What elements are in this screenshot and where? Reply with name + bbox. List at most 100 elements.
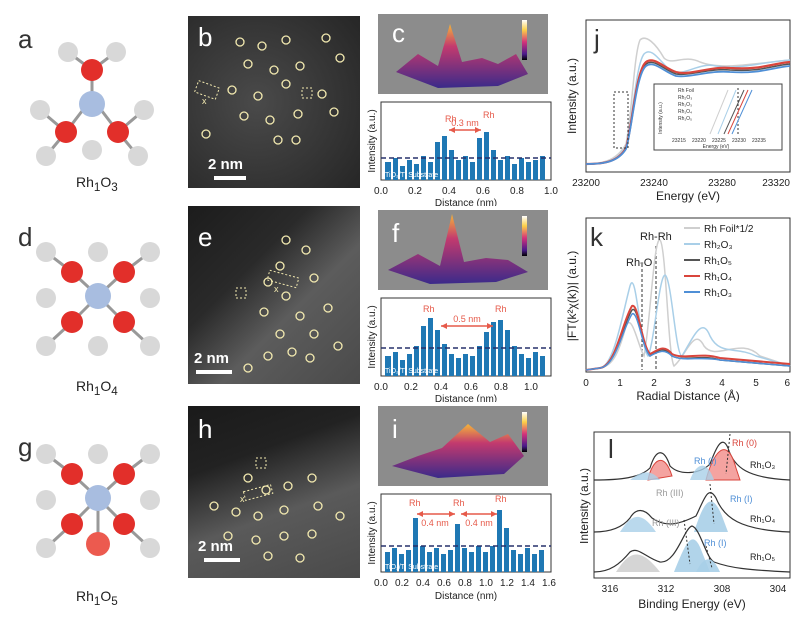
- formula-rh1o3: Rh1O3: [76, 174, 118, 194]
- scale-bar-label-e: 2 nm: [194, 350, 230, 367]
- xanes-inset: [653, 83, 783, 151]
- svg-text:23225: 23225: [712, 138, 726, 144]
- svg-text:Rh (III): Rh (III): [652, 518, 680, 528]
- svg-text:23220: 23220: [692, 138, 706, 144]
- panel-letter-j: j: [594, 24, 600, 54]
- panel-letter-k: k: [590, 222, 603, 252]
- svg-text:6: 6: [784, 378, 790, 389]
- svg-text:x: x: [274, 284, 279, 294]
- svg-text:0.3 nm: 0.3 nm: [451, 118, 479, 128]
- svg-text:0.5 nm: 0.5 nm: [453, 314, 481, 324]
- panel-letter-e: e: [198, 222, 213, 252]
- svg-text:Rh: Rh: [495, 494, 507, 504]
- panel-letter-b: b: [198, 22, 213, 52]
- row-label-rh1o4: Rh₁O₄: [750, 514, 776, 524]
- svg-text:TiO₂/Ti Substrate: TiO₂/Ti Substrate: [385, 368, 438, 375]
- svg-text:0.0: 0.0: [374, 578, 388, 589]
- svg-text:23215: 23215: [672, 138, 686, 144]
- svg-text:Rh₁O₄: Rh₁O₄: [704, 272, 732, 283]
- svg-text:0.4 nm: 0.4 nm: [421, 518, 449, 528]
- svg-text:0.4: 0.4: [434, 382, 448, 393]
- svg-text:Rh: Rh: [495, 304, 507, 314]
- svg-text:Rh (0): Rh (0): [732, 438, 757, 448]
- svg-text:Rh₁O₅: Rh₁O₅: [704, 256, 732, 267]
- row-label-rh1o5: Rh₁O₅: [750, 552, 776, 562]
- haadf-stem-image-h: [188, 406, 360, 578]
- panel-letter-l: l: [608, 434, 614, 464]
- annotation-rh-o: Rh-O: [626, 257, 653, 269]
- svg-text:1.6: 1.6: [542, 578, 556, 589]
- panel-letter-c: c: [392, 18, 405, 48]
- panel-letter-a: a: [18, 24, 33, 54]
- series-rh2o3-k: [585, 274, 791, 371]
- haadf-stem-image-e: [188, 206, 360, 384]
- svg-text:Energy (eV): Energy (eV): [656, 189, 720, 203]
- svg-text:Rh: Rh: [483, 110, 495, 120]
- legend-k: Rh Foil*1/2 Rh₂O₃ Rh₁O₅ Rh₁O₄ Rh₁O₃: [684, 224, 754, 299]
- svg-text:1.4: 1.4: [521, 578, 535, 589]
- line-profile-i: 0.0 0.2 0.4 0.6 0.8 1.0 1.2 1.4 1.6 Dist…: [367, 493, 556, 602]
- svg-text:Rh₁O₃: Rh₁O₃: [678, 102, 692, 108]
- xanes-chart-j: Rh Foil Rh₂O₃ Rh₁O₃ Rh₁O₄ Rh₁O₅ 23215 23…: [565, 19, 791, 203]
- svg-text:Intensity (a.u.): Intensity (a.u.): [367, 305, 378, 368]
- svg-text:x: x: [202, 96, 207, 106]
- svg-text:Radial Distance (Å): Radial Distance (Å): [636, 388, 739, 402]
- panel-letter-d: d: [18, 222, 33, 252]
- svg-text:Distance (nm): Distance (nm): [435, 198, 497, 206]
- svg-text:23235: 23235: [752, 138, 766, 144]
- line-profile-f: 0.0 0.2 0.4 0.6 0.8 1.0 Distance (nm) In…: [367, 297, 552, 402]
- rh1o5-structure-model: [36, 444, 160, 558]
- series-rh1o3: [585, 63, 791, 165]
- svg-text:0.6: 0.6: [464, 382, 478, 393]
- svg-text:0: 0: [583, 378, 589, 389]
- svg-text:0.8: 0.8: [458, 578, 472, 589]
- svg-text:Rh (I): Rh (I): [704, 538, 727, 548]
- svg-text:0.0: 0.0: [374, 382, 388, 393]
- rh1o4-structure-model: [36, 242, 160, 356]
- svg-text:23280: 23280: [708, 178, 736, 189]
- svg-text:Distance (nm): Distance (nm): [435, 591, 497, 602]
- formula-rh1o4: Rh1O4: [76, 378, 118, 398]
- panel-letter-h: h: [198, 414, 213, 444]
- formula-rh1o5: Rh1O5: [76, 588, 118, 608]
- svg-text:Rh: Rh: [453, 498, 465, 508]
- svg-text:TiO₂/Ti Substrate: TiO₂/Ti Substrate: [385, 564, 438, 571]
- row-label-rh1o3: Rh₁O₃: [750, 460, 776, 470]
- svg-text:23230: 23230: [732, 138, 746, 144]
- svg-text:0.2: 0.2: [408, 186, 422, 197]
- svg-text:1: 1: [617, 378, 623, 389]
- svg-text:Rh₁O₅: Rh₁O₅: [678, 116, 692, 122]
- svg-text:23200: 23200: [572, 178, 600, 189]
- xps-chart-l: Rh (0) Rh (I) Rh₁O₃ Rh (III) Rh (I) Rh₁O…: [580, 431, 791, 611]
- svg-text:304: 304: [770, 584, 787, 595]
- svg-text:0.2: 0.2: [404, 382, 418, 393]
- svg-text:Binding Energy (eV): Binding Energy (eV): [638, 597, 745, 611]
- svg-text:0.8: 0.8: [494, 382, 508, 393]
- svg-text:Intensity (a.u.): Intensity (a.u.): [367, 109, 378, 172]
- svg-text:2: 2: [651, 378, 657, 389]
- svg-text:Energy (eV): Energy (eV): [703, 144, 730, 150]
- svg-text:23320: 23320: [762, 178, 790, 189]
- panel-letter-g: g: [18, 432, 33, 462]
- svg-text:Intensity (a.u.): Intensity (a.u.): [658, 102, 664, 134]
- stem-atom-markers: x x x: [193, 33, 345, 563]
- svg-text:Rh: Rh: [409, 498, 421, 508]
- svg-text:23240: 23240: [640, 178, 668, 189]
- svg-text:308: 308: [714, 584, 731, 595]
- series-rh1o3-k: [585, 313, 791, 371]
- haadf-stem-image-b: [188, 16, 360, 188]
- svg-text:Rh: Rh: [423, 304, 435, 314]
- series-rh1o4-k: [585, 304, 791, 371]
- exafs-chart-k: Rh-O Rh-Rh Rh Foil*1/2 Rh₂O₃ Rh₁O₅ Rh₁O₄…: [565, 217, 791, 402]
- svg-text:Rh Foil*1/2: Rh Foil*1/2: [704, 224, 754, 235]
- svg-text:1.0: 1.0: [479, 578, 493, 589]
- svg-text:Rh: Rh: [445, 114, 457, 124]
- annotation-rh-rh: Rh-Rh: [640, 231, 672, 243]
- svg-text:|FT(k²χ(k))| (a.u.): |FT(k²χ(k))| (a.u.): [565, 251, 579, 342]
- svg-text:0.2: 0.2: [395, 578, 409, 589]
- line-profile-c: 0.0 0.2 0.4 0.6 0.8 1.0 Distance (nm) In…: [367, 101, 558, 206]
- scale-bar-label-b: 2 nm: [208, 156, 244, 173]
- svg-text:0.4: 0.4: [416, 578, 430, 589]
- svg-text:0.4: 0.4: [442, 186, 456, 197]
- svg-text:1.0: 1.0: [524, 382, 538, 393]
